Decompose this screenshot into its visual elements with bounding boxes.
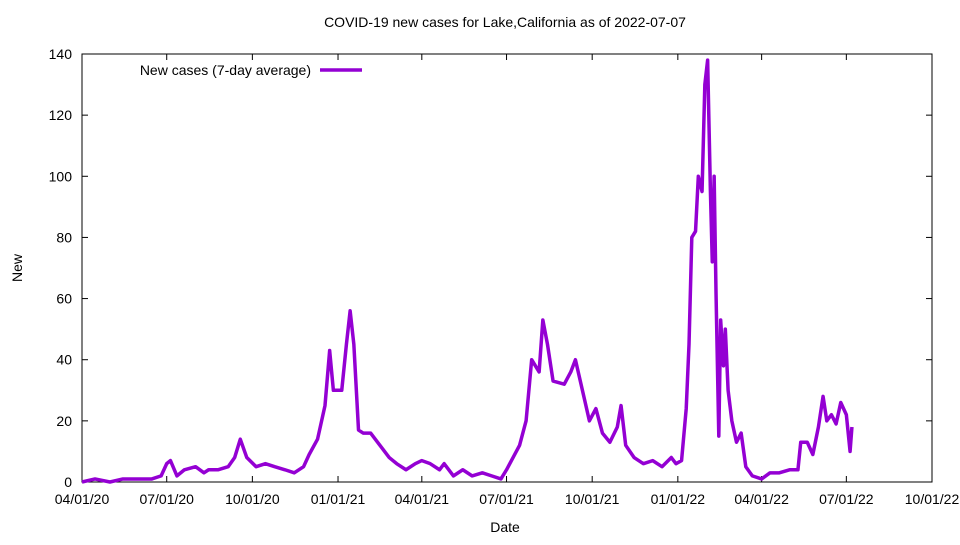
chart-title: COVID-19 new cases for Lake,California a…	[324, 14, 686, 30]
y-tick-label: 20	[56, 413, 72, 429]
x-tick-label: 07/01/21	[479, 491, 534, 507]
x-tick-label: 04/01/22	[734, 491, 789, 507]
y-tick-label: 140	[49, 46, 73, 62]
y-axis-label: New	[9, 253, 25, 282]
x-tick-label: 01/01/22	[651, 491, 706, 507]
x-tick-label: 04/01/21	[395, 491, 450, 507]
x-tick-label: 07/01/20	[139, 491, 194, 507]
y-tick-label: 0	[64, 474, 72, 490]
y-tick-label: 100	[49, 168, 73, 184]
legend-label: New cases (7-day average)	[140, 62, 311, 78]
plot-frame	[81, 53, 933, 483]
x-tick-label: 10/01/20	[225, 491, 280, 507]
y-tick-label: 40	[56, 352, 72, 368]
x-tick-label: 10/01/21	[565, 491, 620, 507]
x-axis-label: Date	[490, 519, 520, 535]
y-tick-label: 120	[49, 107, 73, 123]
data-line	[81, 58, 854, 484]
y-tick-label: 60	[56, 291, 72, 307]
x-tick-label: 04/01/20	[55, 491, 110, 507]
y-tick-label: 80	[56, 229, 72, 245]
x-tick-label: 07/01/22	[819, 491, 874, 507]
x-tick-label: 10/01/22	[905, 491, 960, 507]
x-tick-label: 01/01/21	[311, 491, 366, 507]
